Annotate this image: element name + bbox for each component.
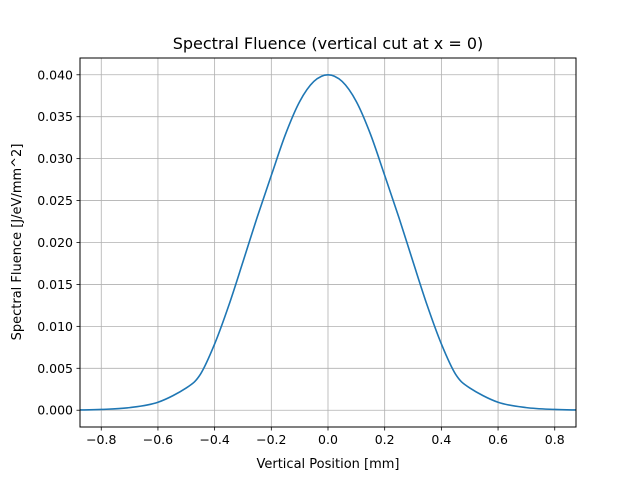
x-tick-label: −0.4 — [199, 432, 229, 447]
y-tick-label: 0.040 — [37, 67, 73, 82]
y-tick-label: 0.015 — [37, 277, 73, 292]
x-axis-label: Vertical Position [mm] — [256, 457, 399, 472]
y-tick-label: 0.010 — [37, 319, 73, 334]
x-tick-label: 0.2 — [375, 432, 395, 447]
y-tick-label: 0.020 — [37, 235, 73, 250]
y-tick-label: 0.025 — [37, 193, 73, 208]
x-tick-label: −0.8 — [86, 432, 116, 447]
x-tick-label: 0.8 — [545, 432, 565, 447]
y-axis-label: Spectral Fluence [J/eV/mm^2] — [10, 144, 25, 341]
x-tick-label: 0.6 — [488, 432, 508, 447]
y-tick-label: 0.000 — [37, 403, 73, 418]
x-tick-label: −0.6 — [143, 432, 173, 447]
y-tick-label: 0.035 — [37, 109, 73, 124]
y-axis-ticks: 0.000 0.005 0.010 0.015 0.020 0.025 0.030 0.035… — [37, 67, 80, 418]
x-tick-label: −0.2 — [256, 432, 286, 447]
x-tick-label: 0.0 — [318, 432, 338, 447]
y-tick-label: 0.005 — [37, 361, 73, 376]
x-axis-ticks: −0.8 −0.6 −0.4 −0.2 0.0 0.2 0.4 0.6 0.8 — [86, 427, 565, 447]
chart-title: Spectral Fluence (vertical cut at x = 0) — [173, 34, 484, 53]
series-layer — [79, 73, 577, 411]
y-tick-label: 0.030 — [37, 151, 73, 166]
series-line — [79, 73, 577, 411]
x-tick-label: 0.4 — [431, 432, 451, 447]
